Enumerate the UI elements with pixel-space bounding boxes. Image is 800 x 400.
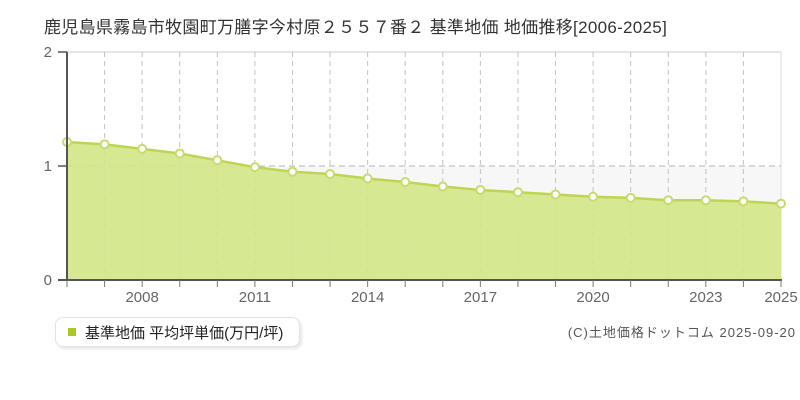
legend-marker-icon (68, 328, 76, 336)
data-point-2019 (550, 189, 561, 200)
data-point-2014 (362, 173, 373, 184)
x-axis-label: 2025 (764, 289, 797, 306)
data-point-2010 (212, 155, 223, 166)
area-series (67, 142, 781, 280)
data-point-2021 (625, 192, 636, 203)
x-axis-label: 2023 (689, 289, 722, 306)
data-point-2012 (287, 166, 298, 177)
data-point-2008 (137, 143, 148, 154)
data-point-2013 (325, 168, 336, 179)
y-axis-label: 1 (44, 158, 52, 175)
x-axis-label: 2011 (239, 289, 271, 306)
x-axis-label: 2008 (125, 289, 158, 306)
x-axis-label: 2014 (351, 289, 384, 306)
x-axis-label: 2020 (576, 289, 609, 306)
y-axis-label: 0 (44, 272, 52, 289)
data-point-2011 (249, 162, 260, 173)
data-point-2018 (512, 187, 523, 198)
series-line (66, 140, 782, 205)
y-axis-label: 2 (44, 44, 52, 61)
data-point-2009 (174, 148, 185, 159)
legend-label: 基準地価 平均坪単価(万円/坪) (85, 324, 284, 342)
data-point-2017 (475, 184, 486, 195)
data-point-2015 (400, 176, 411, 187)
copyright-text: (C)土地価格ドットコム 2025-09-20 (567, 325, 796, 340)
x-axis-label: 2017 (464, 289, 497, 306)
data-point-2020 (588, 191, 599, 202)
data-point-2024 (738, 196, 749, 207)
legend: 基準地価 平均坪単価(万円/坪) (55, 317, 301, 347)
page-title: 鹿児島県霧島市牧園町万膳字今村原２５５７番２ 基準地価 地価推移[2006-20… (44, 18, 668, 37)
data-point-2016 (437, 181, 448, 192)
data-point-2022 (663, 195, 674, 206)
data-point-2023 (700, 195, 711, 206)
data-point-2007 (99, 139, 110, 150)
data-point-2025 (776, 198, 786, 209)
